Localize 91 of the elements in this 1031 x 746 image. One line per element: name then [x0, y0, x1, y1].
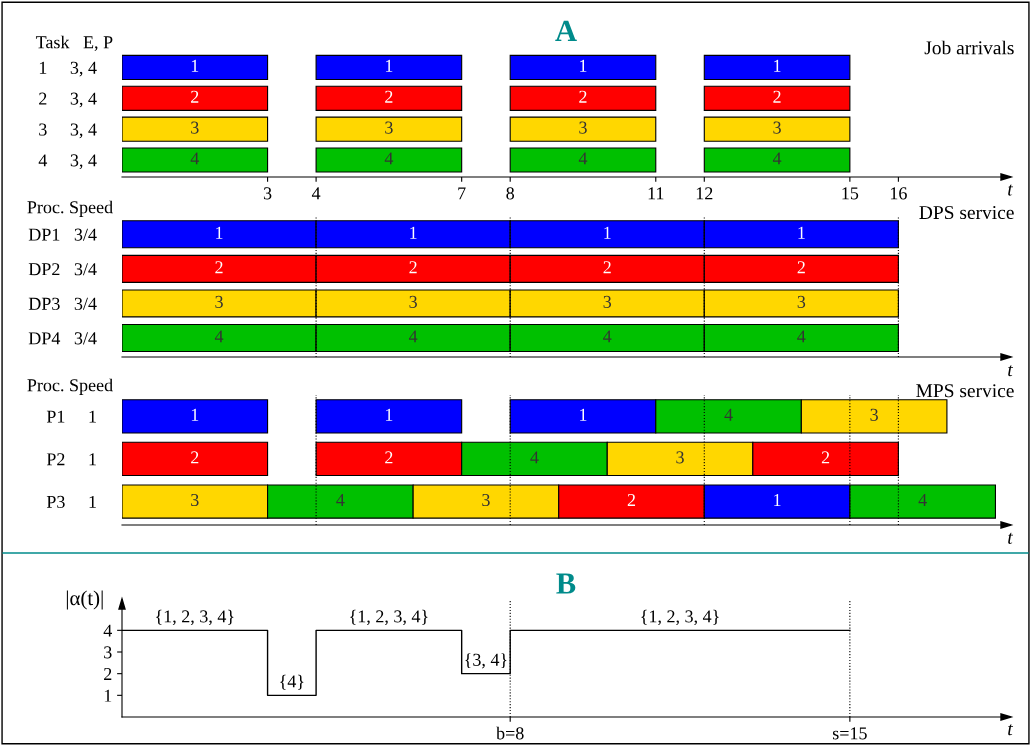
annotation: 4 — [772, 152, 782, 165]
annotation: {1, 2, 3, 4} — [350, 609, 428, 626]
chart-subtitle: Job arrivals — [924, 40, 1014, 55]
y-tick-label: P1 1 — [46, 410, 96, 423]
annotation: 3 — [579, 121, 587, 134]
annotation: 2 — [579, 90, 587, 103]
y-tick-label: 4 3, 4 — [38, 154, 97, 170]
annotation: 2 — [215, 261, 223, 274]
annotation: 1 — [385, 408, 393, 421]
y-tick-label: DP2 3/4 — [28, 263, 97, 276]
annotation: 2 — [385, 451, 393, 464]
annotation: 4 — [530, 451, 539, 464]
y-axis-title: Task E, P — [35, 35, 113, 51]
annotation: 3 — [191, 493, 199, 507]
y-tick-label: 1 3, 4 — [39, 61, 97, 77]
annotation: 3 — [191, 121, 199, 134]
x-tick-label: 11 — [648, 187, 664, 200]
y-tick-label: DP4 3/4 — [28, 332, 97, 345]
y-tick-label: 2 — [104, 667, 112, 680]
annotation: 2 — [191, 451, 199, 464]
annotation: 1 — [580, 408, 587, 421]
annotation: 1 — [191, 59, 199, 72]
annotation: 2 — [409, 261, 417, 274]
annotation: 1 — [580, 59, 587, 72]
annotation: 2 — [627, 493, 636, 506]
annotation: 2 — [821, 451, 830, 464]
annotation: 4 — [797, 330, 806, 343]
x-axis-title: t — [1008, 365, 1014, 377]
annotation: 3 — [409, 295, 417, 308]
annotation: 3 — [676, 451, 684, 464]
annotation: 3 — [797, 295, 806, 308]
annotation: {3, 4} — [465, 653, 507, 669]
chart-subtitle: DPS service — [919, 206, 1014, 220]
annotation: 3 — [385, 121, 393, 134]
annotation: 3 — [870, 408, 878, 421]
y-tick-label: 3 — [104, 646, 112, 659]
y-axis-title: Proc. Speed — [27, 378, 113, 395]
x-tick-label: 8 — [506, 187, 515, 200]
annotation: 4 — [578, 152, 588, 165]
y-tick-label: 3 3, 4 — [39, 123, 97, 139]
annotation: 1 — [216, 226, 223, 239]
annotation: 2 — [773, 90, 781, 103]
annotation: 1 — [798, 226, 805, 239]
x-tick-label: 4 — [311, 187, 321, 200]
annotation: 1 — [385, 59, 393, 72]
y-tick-label: P3 1 — [46, 495, 96, 508]
annotation: 3 — [603, 295, 612, 308]
chart-subtitle: MPS service — [916, 384, 1014, 398]
x-tick-label: 12 — [696, 187, 713, 200]
x-axis-title: t — [1008, 184, 1014, 196]
annotation: 4 — [603, 330, 612, 343]
annotation: 4 — [724, 408, 733, 421]
annotation: 3 — [773, 121, 781, 134]
y-tick-label: DP1 3/4 — [28, 228, 97, 241]
annotation: 1 — [191, 408, 199, 421]
x-tick-label: b=8 — [496, 726, 524, 740]
annotation: 2 — [191, 90, 199, 103]
annotation: 2 — [385, 90, 393, 103]
annotation: 4 — [918, 494, 927, 506]
y-tick-label: 1 — [104, 689, 112, 702]
x-tick-label: 7 — [458, 187, 466, 200]
y-axis-title: |α(t)| — [66, 590, 103, 610]
annotation: {1, 2, 3, 4} — [156, 609, 234, 626]
annotation: 1 — [774, 59, 781, 72]
annotation: 4 — [384, 152, 394, 165]
annotation: {4} — [280, 674, 304, 690]
chart-title: B — [556, 573, 576, 594]
x-axis-title: t — [1008, 724, 1014, 736]
annotation: 4 — [408, 330, 418, 343]
annotation: 2 — [797, 261, 805, 274]
annotation: 1 — [410, 226, 417, 239]
annotation: 4 — [214, 330, 224, 343]
annotation: {1, 2, 3, 4} — [641, 609, 719, 626]
y-tick-label: P2 1 — [46, 453, 96, 466]
annotation: 3 — [215, 295, 223, 308]
chart-title: A — [555, 20, 577, 41]
x-tick-label: 16 — [890, 187, 907, 200]
annotation: 4 — [190, 152, 200, 165]
y-tick-label: DP3 3/4 — [28, 297, 97, 310]
annotation: 1 — [774, 493, 781, 506]
x-tick-label: s=15 — [832, 727, 867, 740]
y-tick-label: 4 — [103, 624, 112, 637]
x-axis-title: t — [1008, 532, 1014, 544]
x-tick-label: 15 — [842, 187, 859, 200]
annotation: 2 — [603, 261, 611, 274]
annotation: 1 — [604, 226, 611, 239]
annotation: 4 — [336, 494, 345, 506]
y-tick-label: 2 3, 4 — [39, 92, 97, 108]
x-tick-label: 3 — [263, 187, 272, 200]
annotation: 3 — [482, 493, 490, 507]
y-axis-title: Proc. Speed — [27, 200, 113, 217]
